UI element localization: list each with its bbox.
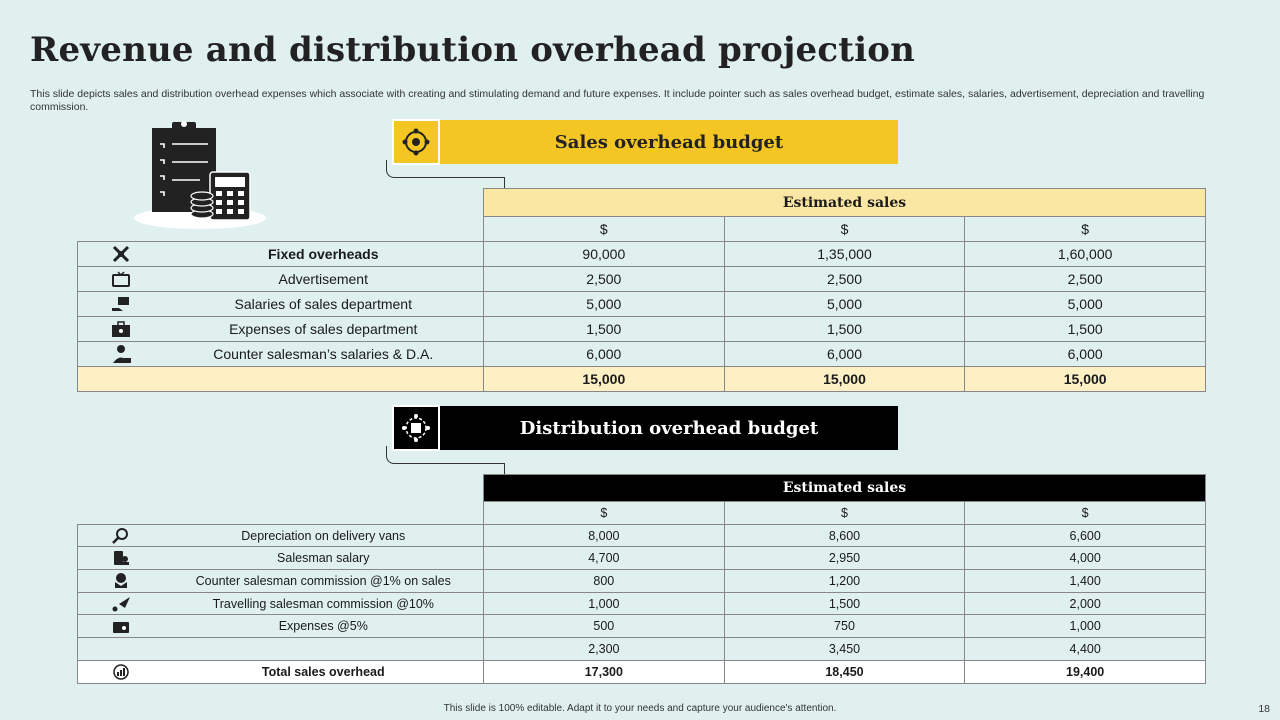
value-cell: 750	[723, 614, 966, 639]
value-cell: 1,000	[483, 591, 725, 616]
row-label: Advertisement	[163, 266, 484, 292]
table-row: Expenses @5% 500 750 1,000	[77, 614, 1206, 639]
sales-overhead-banner: Sales overhead budget	[392, 119, 898, 165]
value-cell: 6,000	[964, 341, 1206, 367]
footer-note: This slide is 100% editable. Adapt it to…	[443, 703, 837, 714]
sales-overhead-title: Sales overhead budget	[440, 120, 898, 164]
total-cell: 15,000	[483, 366, 725, 392]
total-cell: 15,000	[723, 366, 966, 392]
value-cell: 8,000	[483, 523, 725, 548]
total-cell: 19,400	[964, 659, 1206, 684]
total-row: 15,000 15,000 15,000	[77, 366, 1206, 392]
page-number: 18	[1258, 703, 1270, 715]
value-cell: 2,950	[723, 546, 966, 571]
clipboard-calculator-icon	[134, 121, 266, 229]
value-cell: 1,500	[483, 316, 725, 342]
chart-globe-icon	[77, 659, 164, 684]
subtotal-cell: 2,300	[483, 637, 725, 661]
row-label: Salesman salary	[163, 546, 484, 571]
table-row: Salaries of sales department 5,000 5,000…	[77, 291, 1206, 317]
value-cell: 2,500	[964, 266, 1206, 292]
box-network-icon	[392, 405, 440, 451]
sales-overhead-table: Estimated sales $ $ $ Fixed overheads 90…	[77, 188, 1206, 392]
tools-icon	[77, 241, 164, 267]
value-cell: 5,000	[483, 291, 725, 317]
currency-cell: $	[483, 216, 725, 242]
hand-dollar-icon	[77, 569, 164, 593]
table-row: Expenses of sales department 1,500 1,500…	[77, 316, 1206, 342]
value-cell: 1,200	[723, 569, 966, 593]
value-cell: 500	[483, 614, 725, 639]
row-label: Expenses of sales department	[163, 316, 484, 342]
estimated-sales-header: Estimated sales	[483, 188, 1206, 217]
row-label: Counter salesman’s salaries & D.A.	[163, 341, 484, 367]
row-label: Expenses @5%	[163, 614, 484, 639]
value-cell: 2,500	[723, 266, 966, 292]
page-subtitle: This slide depicts sales and distributio…	[30, 88, 1205, 113]
table-row: Salesman salary 4,700 2,950 4,000	[77, 546, 1206, 571]
distribution-overhead-title: Distribution overhead budget	[440, 406, 898, 450]
page-title: Revenue and distribution overhead projec…	[30, 30, 916, 70]
distribution-overhead-banner: Distribution overhead budget	[392, 405, 898, 451]
currency-cell: $	[964, 216, 1206, 242]
value-cell: 4,000	[964, 546, 1206, 571]
value-cell: 6,000	[483, 341, 725, 367]
hand-money-icon	[77, 291, 164, 317]
value-cell: 2,000	[964, 591, 1206, 616]
value-cell: 1,500	[964, 316, 1206, 342]
value-cell: 1,60,000	[964, 241, 1206, 267]
salesman-icon	[77, 341, 164, 367]
tv-icon	[77, 266, 164, 292]
total-label: Total sales overhead	[163, 659, 484, 684]
value-cell: 2,500	[483, 266, 725, 292]
total-cell: 15,000	[964, 366, 1206, 392]
table-row: Counter salesman’s salaries & D.A. 6,000…	[77, 341, 1206, 367]
subtotal-cell: 4,400	[964, 637, 1206, 661]
currency-cell: $	[723, 216, 966, 242]
value-cell: 1,000	[964, 614, 1206, 639]
value-cell: 1,500	[723, 591, 966, 616]
wallet-icon	[77, 614, 164, 639]
currency-cell: $	[964, 501, 1206, 525]
value-cell: 6,600	[964, 523, 1206, 548]
currency-cell: $	[723, 501, 966, 525]
value-cell: 4,700	[483, 546, 725, 571]
value-cell: 5,000	[723, 291, 966, 317]
value-cell: 5,000	[964, 291, 1206, 317]
total-cell: 18,450	[723, 659, 966, 684]
row-label: Counter salesman commission @1% on sales	[163, 569, 484, 593]
row-label: Salaries of sales department	[163, 291, 484, 317]
target-gear-icon	[392, 119, 440, 165]
value-cell: 1,35,000	[723, 241, 966, 267]
distribution-overhead-table: Estimated sales $ $ $ Depreciation on de…	[77, 474, 1206, 684]
row-label: Fixed overheads	[163, 241, 484, 267]
phone-user-icon	[77, 546, 164, 571]
subtotal-cell: 3,450	[723, 637, 966, 661]
plane-pin-icon	[77, 591, 164, 616]
estimated-sales-header: Estimated sales	[483, 474, 1206, 502]
table-row: Counter salesman commission @1% on sales…	[77, 569, 1206, 593]
total-row: Total sales overhead 17,300 18,450 19,40…	[77, 659, 1206, 684]
row-label: Travelling salesman commission @10%	[163, 591, 484, 616]
table-row: Advertisement 2,500 2,500 2,500	[77, 266, 1206, 292]
table-row: Depreciation on delivery vans 8,000 8,60…	[77, 523, 1206, 548]
currency-cell: $	[483, 501, 725, 525]
value-cell: 1,500	[723, 316, 966, 342]
value-cell: 6,000	[723, 341, 966, 367]
subtotal-row: 2,300 3,450 4,400	[77, 637, 1206, 661]
table-row: Fixed overheads 90,000 1,35,000 1,60,000	[77, 241, 1206, 267]
table-row: Travelling salesman commission @10% 1,00…	[77, 591, 1206, 616]
value-cell: 1,400	[964, 569, 1206, 593]
row-label: Depreciation on delivery vans	[163, 523, 484, 548]
total-cell: 17,300	[483, 659, 725, 684]
value-cell: 8,600	[723, 523, 966, 548]
briefcase-icon	[77, 316, 164, 342]
value-cell: 800	[483, 569, 725, 593]
search-chart-icon	[77, 523, 164, 548]
value-cell: 90,000	[483, 241, 725, 267]
